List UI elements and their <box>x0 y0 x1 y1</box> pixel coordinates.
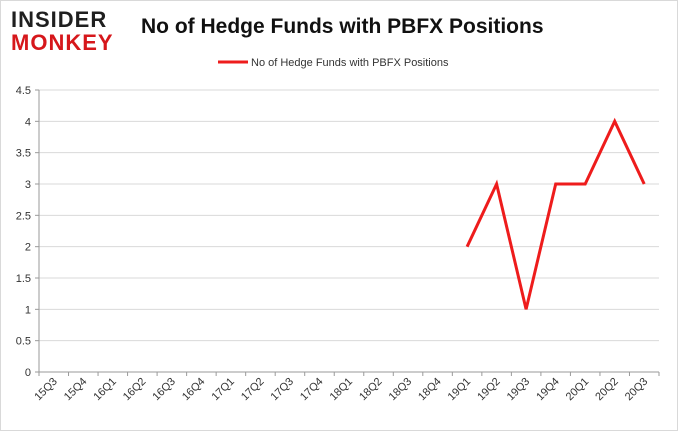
x-tick-label: 18Q2 <box>357 376 385 404</box>
y-tick-labels: 0 0.5 1 1.5 2 2.5 3 3.5 4 4.5 <box>16 85 31 379</box>
x-tick-label: 19Q1 <box>446 376 474 404</box>
x-tick-label: 17Q1 <box>210 376 238 404</box>
chart-title: No of Hedge Funds with PBFX Positions <box>141 15 544 38</box>
y-tick-label: 0 <box>25 367 31 379</box>
y-tick-label: 2.5 <box>16 210 31 222</box>
x-tick-label: 20Q2 <box>593 376 621 404</box>
y-tick-label: 4 <box>25 116 31 128</box>
y-tick-label: 3.5 <box>16 148 31 160</box>
x-tick-label: 17Q4 <box>298 376 326 404</box>
series-line <box>465 117 646 310</box>
x-tick-label: 20Q1 <box>564 376 592 404</box>
x-tick-label: 15Q4 <box>62 376 90 404</box>
x-tick-labels: 15Q3 15Q4 16Q1 16Q2 16Q3 16Q4 17Q1 17Q2 17Q3 17Q4… <box>32 376 650 404</box>
y-tick-label: 0.5 <box>16 336 31 348</box>
x-tick-label: 18Q3 <box>387 376 415 404</box>
x-tick-label: 19Q4 <box>534 376 562 404</box>
x-tick-label: 15Q3 <box>32 376 60 404</box>
x-tick-label: 19Q3 <box>505 376 533 404</box>
legend-label: No of Hedge Funds with PBFX Positions <box>251 57 449 69</box>
y-tick-label: 3 <box>25 179 31 191</box>
y-tick-label: 1.5 <box>16 273 31 285</box>
logo-line-2: MONKEY <box>11 30 114 55</box>
legend: No of Hedge Funds with PBFX Positions <box>218 57 449 69</box>
x-tick-label: 18Q1 <box>328 376 356 404</box>
x-tick-label: 20Q3 <box>623 376 651 404</box>
x-tick-label: 18Q4 <box>416 376 444 404</box>
x-tick-label: 19Q2 <box>475 376 503 404</box>
x-tick-label: 16Q2 <box>121 376 149 404</box>
y-tick-label: 1 <box>25 304 31 316</box>
x-tick-label: 17Q2 <box>239 376 267 404</box>
y-tick-label: 2 <box>25 242 31 254</box>
x-tick-label: 16Q1 <box>91 376 119 404</box>
x-tick-label: 16Q3 <box>150 376 178 404</box>
gridlines <box>39 89 659 373</box>
series-group <box>465 117 646 310</box>
y-tick-label: 4.5 <box>16 85 31 97</box>
x-tick-label: 17Q3 <box>269 376 297 404</box>
x-tick-label: 16Q4 <box>180 376 208 404</box>
axes <box>35 89 660 376</box>
logo-line-1: INSIDER <box>11 7 108 32</box>
insider-monkey-logo: INSIDER MONKEY <box>11 7 129 57</box>
